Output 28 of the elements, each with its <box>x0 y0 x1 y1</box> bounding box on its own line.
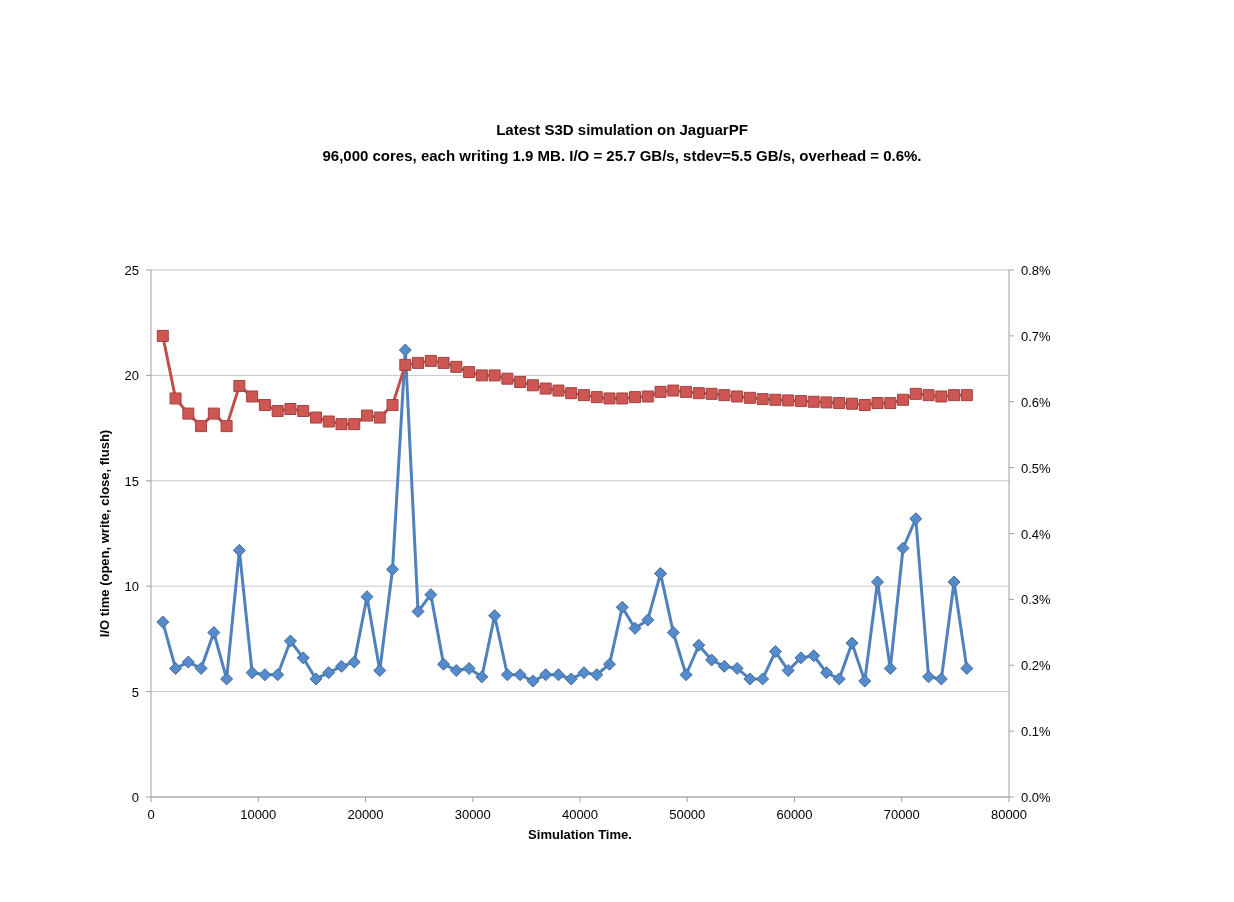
y-tick-label: 5 <box>131 684 139 700</box>
x-tick-label: 70000 <box>883 807 920 822</box>
y2-tick-label: 0.3% <box>1021 592 1052 608</box>
y2-tick-label: 0.0% <box>1021 790 1052 805</box>
y2-tick-label: 0.1% <box>1021 724 1052 740</box>
x-tick-label: 30000 <box>454 807 491 822</box>
x-tick-label: 60000 <box>776 807 813 822</box>
y2-tick-label: 0.2% <box>1021 658 1052 674</box>
y-axis-title: I/O time (open, write, close, flush) <box>97 429 112 638</box>
y2-tick-label: 0.5% <box>1021 460 1052 476</box>
y-tick-label: 10 <box>124 579 139 595</box>
y-tick-label: 15 <box>124 473 139 489</box>
chart-title: Latest S3D simulation on JaguarPF <box>496 121 748 138</box>
x-axis-title: Simulation Time. <box>528 827 632 842</box>
x-tick-label: 40000 <box>561 807 599 822</box>
x-tick-label: 10000 <box>240 807 277 822</box>
y2-tick-label: 0.4% <box>1021 526 1052 542</box>
y-tick-label: 0 <box>131 790 139 805</box>
y2-tick-label: 0.7% <box>1021 328 1052 344</box>
y2-tick-label: 0.8% <box>1021 263 1052 278</box>
y-tick-label: 20 <box>124 368 139 384</box>
x-tick-label: 80000 <box>990 807 1028 822</box>
y2-tick-label: 0.6% <box>1021 394 1052 410</box>
x-tick-label: 0 <box>147 807 155 822</box>
x-tick-label: 20000 <box>347 807 384 822</box>
chart-subtitle: 96,000 cores, each writing 1.9 MB. I/O = 25.7 GB/s, stdev=5.5 GB/s, overhead = 0.6%. <box>322 147 922 164</box>
x-tick-label: 50000 <box>669 807 706 822</box>
y-tick-label: 25 <box>124 263 139 278</box>
